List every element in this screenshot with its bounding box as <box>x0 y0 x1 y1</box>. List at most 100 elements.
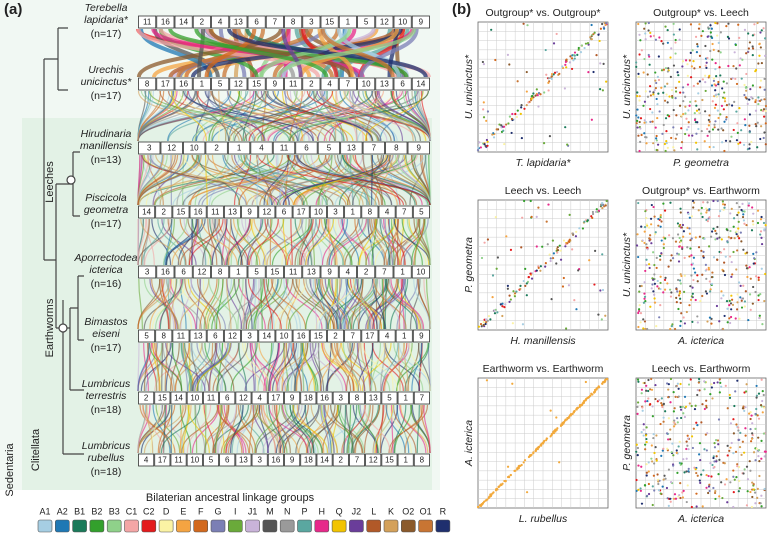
dot <box>707 492 709 494</box>
dot <box>535 450 537 452</box>
dot <box>677 421 679 423</box>
dot <box>753 451 755 453</box>
dot <box>695 422 697 424</box>
dot <box>568 240 570 242</box>
dot <box>742 249 744 251</box>
dot <box>661 404 663 406</box>
chromosome-label: 2 <box>214 144 219 153</box>
dot <box>655 82 657 84</box>
dot <box>681 226 683 228</box>
dot <box>735 230 737 232</box>
dot <box>655 446 657 448</box>
dot <box>752 45 754 47</box>
chromosome-label: 13 <box>234 18 243 27</box>
dot <box>511 118 513 120</box>
chromosome-label: 3 <box>247 332 252 341</box>
dot <box>695 36 697 38</box>
dot <box>669 498 671 500</box>
dot <box>641 431 643 433</box>
dot <box>738 281 740 283</box>
chromosome-count: (n=13) <box>91 154 122 166</box>
dot <box>563 277 565 279</box>
dot <box>549 435 551 437</box>
dot <box>653 452 655 454</box>
legend-label: C1 <box>126 506 138 516</box>
dot <box>485 120 487 122</box>
dot <box>552 257 554 259</box>
dot <box>718 418 720 420</box>
dot <box>680 273 682 275</box>
dot <box>553 432 555 434</box>
dot <box>723 207 725 209</box>
dot <box>739 296 741 298</box>
dot <box>656 285 658 287</box>
dot <box>763 228 765 230</box>
dot <box>599 289 601 291</box>
dot <box>688 255 690 257</box>
dot <box>637 378 639 380</box>
dot <box>745 390 747 392</box>
dot <box>708 475 710 477</box>
dot <box>738 221 740 223</box>
chromosome-label: 16 <box>271 456 280 465</box>
dot <box>760 80 762 82</box>
chromosome-label: 16 <box>161 18 170 27</box>
dot <box>492 491 494 493</box>
dot <box>662 291 664 293</box>
dot <box>641 285 643 287</box>
dot <box>696 43 698 45</box>
dot <box>709 24 711 26</box>
dot <box>726 308 728 310</box>
dot <box>659 259 661 261</box>
dot <box>732 65 734 67</box>
genus-name: Hirudinaria <box>81 128 132 140</box>
dot <box>754 502 756 504</box>
dot <box>753 262 755 264</box>
dot <box>675 385 677 387</box>
dot <box>751 432 753 434</box>
dot <box>664 478 666 480</box>
dot <box>736 308 738 310</box>
dot <box>653 462 655 464</box>
dot <box>755 69 757 71</box>
dot <box>714 446 716 448</box>
dot <box>508 63 510 65</box>
dot <box>743 219 745 221</box>
dot <box>583 47 585 49</box>
dot <box>683 490 685 492</box>
dot <box>713 382 715 384</box>
dot <box>754 291 756 293</box>
dot <box>751 422 753 424</box>
chromosome-label: 3 <box>333 208 338 217</box>
dot <box>648 54 650 56</box>
dot <box>684 396 686 398</box>
dot <box>739 446 741 448</box>
chromosome-label: 14 <box>262 332 271 341</box>
dot <box>739 432 741 434</box>
dot <box>649 267 651 269</box>
dot <box>689 101 691 103</box>
dot <box>596 208 598 210</box>
dot <box>677 74 679 76</box>
dot <box>682 113 684 115</box>
dot <box>735 110 737 112</box>
dot <box>566 242 568 244</box>
dot <box>710 288 712 290</box>
dot <box>565 61 567 63</box>
chromosome-label: 9 <box>273 80 278 89</box>
dot <box>718 320 720 322</box>
dot <box>736 233 738 235</box>
dot <box>692 447 694 449</box>
dot <box>697 389 699 391</box>
dot <box>763 300 765 302</box>
dot <box>568 284 570 286</box>
dot <box>761 243 763 245</box>
dot <box>708 76 710 78</box>
dot <box>537 94 539 96</box>
dot <box>713 80 715 82</box>
dot <box>678 81 680 83</box>
dot <box>680 211 682 213</box>
dot <box>640 312 642 314</box>
dot <box>651 405 653 407</box>
dot <box>765 224 767 226</box>
